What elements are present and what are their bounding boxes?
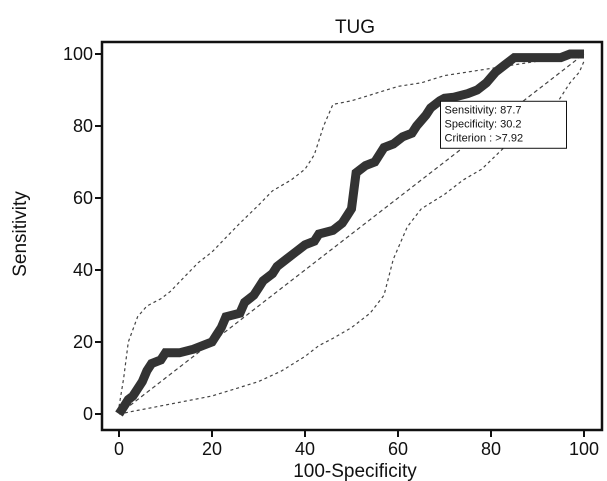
annotation-line: Sensitivity: 87.7 xyxy=(445,104,522,116)
upper-confidence-bound-line xyxy=(118,53,585,407)
x-tick-label: 100 xyxy=(569,439,599,459)
annotation-box xyxy=(440,100,567,149)
x-tick-label: 20 xyxy=(202,439,222,459)
axis-ticks: 0 20 40 60 80 100 0 20 40 60 80 100 xyxy=(63,44,599,459)
chart-title: TUG xyxy=(335,17,375,38)
x-tick-label: 40 xyxy=(295,439,315,459)
roc-curve-line xyxy=(115,49,584,417)
x-tick-label: 80 xyxy=(481,439,501,459)
y-tick-label: 20 xyxy=(73,332,93,352)
y-tick-label: 100 xyxy=(63,44,93,64)
plot-frame xyxy=(100,40,604,432)
annotation-line: Specificity: 30.2 xyxy=(445,118,522,130)
y-tick-label: 0 xyxy=(83,404,93,424)
x-tick-label: 60 xyxy=(388,439,408,459)
annotation-line: Criterion : >7.92 xyxy=(445,132,524,144)
x-tick-label: 0 xyxy=(114,439,124,459)
y-tick-label: 40 xyxy=(73,260,93,280)
x-axis-label: 100-Specificity xyxy=(293,461,417,481)
y-tick-label: 80 xyxy=(73,116,93,136)
y-tick-label: 60 xyxy=(73,188,93,208)
y-axis-label: Sensitivity xyxy=(10,191,31,277)
criterion-annotation: Sensitivity: 87.7 Specificity: 30.2 Criter… xyxy=(440,100,567,149)
